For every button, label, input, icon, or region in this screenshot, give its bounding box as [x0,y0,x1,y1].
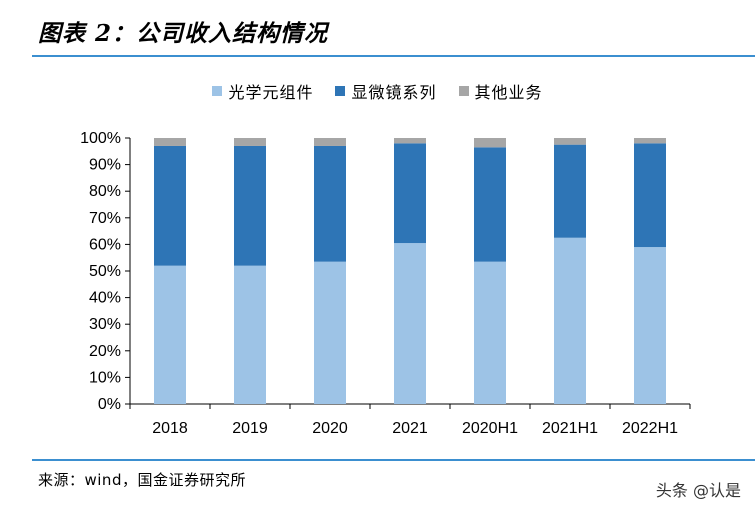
bar-segment-2 [314,145,346,262]
y-tick-label: 100% [80,130,121,147]
legend-item-microscope: 显微镜系列 [335,79,436,103]
bar-segment-2 [554,144,586,238]
stacked-bar-chart: 0% 10% 20% 30% 40% 50% 60% 70% 80% 90% 100% 2018 201… [80,130,691,437]
x-tick-label: 2021 [392,420,428,437]
figure-title: 图表 2：公司收入结构情况 [38,20,329,47]
bar-segment-3 [154,138,186,146]
bar-segment-3 [554,138,586,145]
chart-legend: 光学元组件 显微镜系列 其他业务 [0,79,755,103]
y-tick-label: 50% [89,263,121,280]
y-tick-label: 20% [89,343,121,360]
x-tick-label: 2019 [232,420,268,437]
bar-segment-2 [234,145,266,266]
bar-segment-2 [474,147,506,262]
legend-swatch-other [458,86,469,96]
bar-segment-1 [314,261,346,404]
legend-swatch-microscope [335,86,346,96]
x-tick-label: 2022H1 [622,420,678,437]
bar-segment-3 [394,138,426,144]
bar-segment-3 [634,138,666,144]
legend-label-optical: 光学元组件 [228,83,314,102]
y-tick-label: 60% [89,236,121,253]
legend-label-other: 其他业务 [474,83,543,102]
y-tick-label: 70% [89,210,121,227]
y-tick-label: 10% [89,369,121,386]
bar-segment-2 [394,143,426,244]
y-tick-label: 30% [89,316,121,333]
bar-segment-1 [554,237,586,404]
legend-item-other: 其他业务 [458,79,543,103]
bar-segment-1 [234,265,266,404]
y-tick-label: 90% [89,157,121,174]
legend-label-microscope: 显微镜系列 [351,83,437,102]
bar-segment-3 [474,138,506,148]
x-tick-label: 2021H1 [542,420,598,437]
y-tick-label: 80% [89,183,121,200]
bar-segment-1 [474,261,506,404]
watermark: 头条 @认是 [655,481,741,500]
bar-segment-1 [634,247,666,404]
x-tick-label: 2020H1 [462,420,518,437]
bar-segment-3 [314,138,346,146]
bar-segment-2 [154,145,186,266]
source-note: 来源：wind，国金证券研究所 [38,471,246,489]
x-tick-label: 2020 [312,420,348,437]
bar-segment-2 [634,143,666,248]
bar-segment-1 [154,265,186,404]
top-rule [32,55,755,57]
legend-item-optical: 光学元组件 [212,79,313,103]
bar-segment-3 [234,138,266,146]
bottom-rule [32,459,755,461]
legend-swatch-optical [212,86,223,96]
bar-segment-1 [394,243,426,404]
x-tick-label: 2018 [152,420,188,437]
y-tick-label: 40% [89,290,121,307]
y-tick-label: 0% [98,396,121,413]
